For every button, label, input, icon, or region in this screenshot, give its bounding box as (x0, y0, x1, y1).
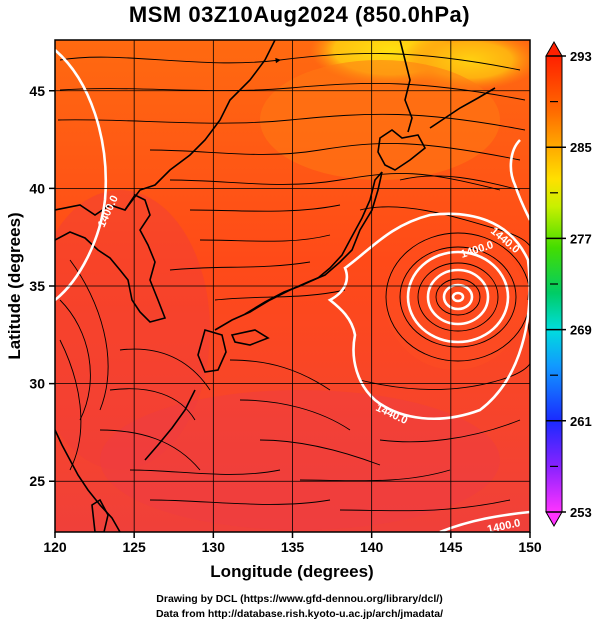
temperature-shading (55, 40, 530, 532)
x-tick-label: 145 (439, 539, 463, 555)
colorbar: 293 285 277 269 261 253 (545, 40, 592, 528)
y-tick-label: 25 (29, 473, 45, 489)
colorbar-label: 293 (570, 49, 592, 64)
colorbar-max-triangle (545, 40, 563, 57)
x-tick-label: 120 (43, 539, 67, 555)
y-tick-label: 30 (29, 376, 45, 392)
y-axis-label: Latitude (degrees) (5, 212, 24, 359)
x-tick-label: 125 (122, 539, 146, 555)
credit-data: Data from http://database.rish.kyoto-u.a… (155, 608, 444, 620)
colorbar-label: 253 (570, 505, 592, 520)
x-tick-label: 130 (202, 539, 226, 555)
y-tick-label: 35 (29, 278, 45, 294)
wind-streamlines (57, 53, 530, 512)
map-title: MSM 03Z10Aug2024 (850.0hPa) (128, 2, 471, 27)
x-tick-label: 135 (281, 539, 305, 555)
colorbar-label: 269 (570, 323, 592, 338)
x-axis-label: Longitude (degrees) (210, 562, 373, 581)
colorbar-label: 285 (570, 140, 592, 155)
y-axis-ticks: 25 30 35 40 45 (29, 83, 55, 489)
x-tick-label: 140 (360, 539, 384, 555)
credit-drawing: Drawing by DCL (https://www.gfd-dennou.o… (156, 593, 443, 605)
colorbar-label: 261 (570, 414, 592, 429)
x-tick-label: 150 (518, 539, 542, 555)
colorbar-min-triangle (545, 511, 563, 528)
y-tick-label: 45 (29, 83, 45, 99)
colorbar-label: 277 (570, 231, 592, 246)
coastlines (55, 40, 496, 532)
x-axis-ticks: 120 125 130 135 140 145 150 (43, 532, 542, 555)
height-contours (55, 49, 530, 532)
y-tick-label: 40 (29, 180, 45, 196)
